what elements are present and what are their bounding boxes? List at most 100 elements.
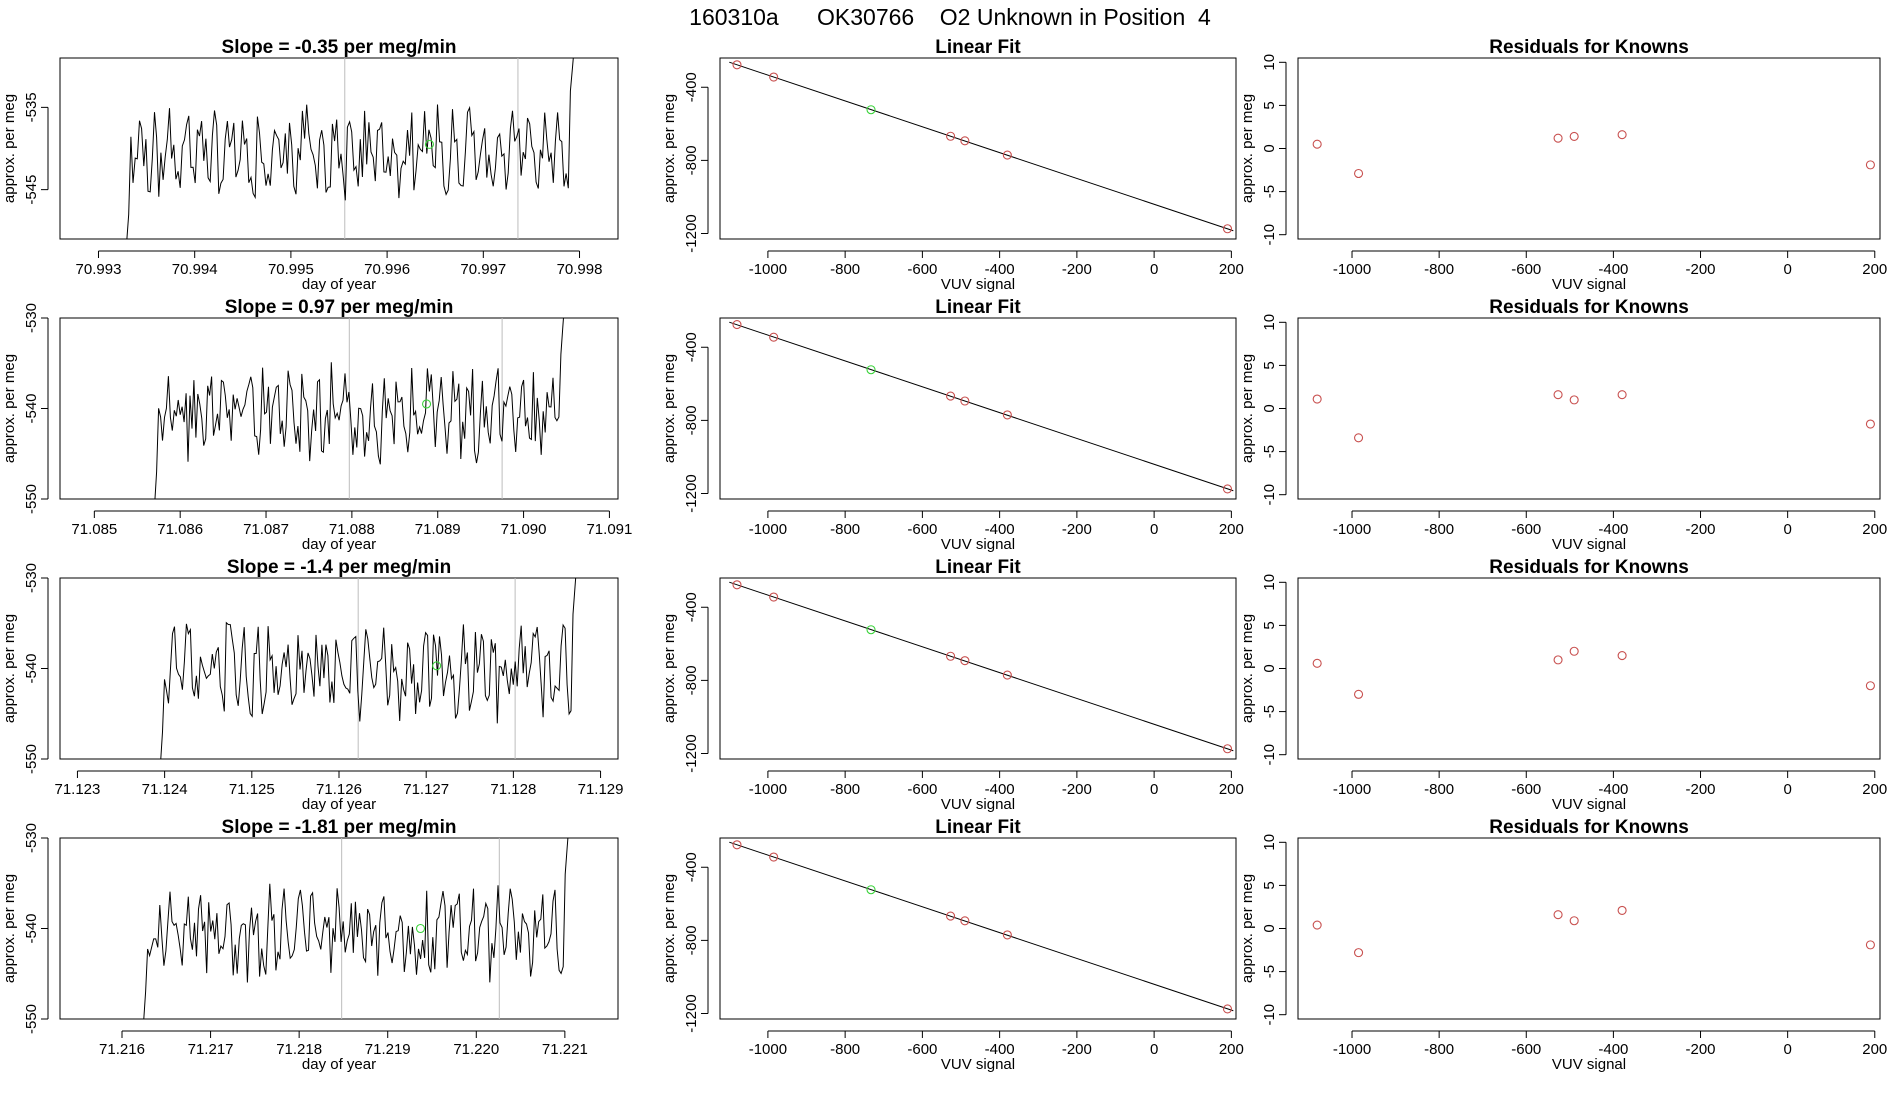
x-tick-label: 71.091: [586, 521, 632, 538]
known-point: [1222, 484, 1233, 494]
panel-slope-row-1: Slope = -0.35 per meg/min 70.993 70.994 70.…: [1, 37, 619, 293]
x-tick-label: 71.124: [142, 781, 188, 798]
panel-title: Slope = 0.97 per meg/min: [225, 297, 454, 318]
residual-point: [1617, 905, 1627, 915]
y-tick-label: -10: [1261, 484, 1278, 506]
x-axis-label: VUV signal: [941, 536, 1015, 553]
known-point: [1002, 930, 1012, 940]
unknown-point: [424, 139, 434, 149]
residual-point: [1865, 160, 1875, 170]
plot-frame: [719, 57, 1237, 240]
y-tick-label: -550: [23, 484, 40, 514]
panel-title: Residuals for Knowns: [1489, 557, 1689, 578]
known-point: [769, 332, 779, 342]
data-trace-line: [160, 578, 577, 759]
x-tick-label: -800: [1424, 1041, 1454, 1058]
x-tick-label: 200: [1219, 1041, 1244, 1058]
y-axis-label: approx. per meg: [1239, 874, 1256, 983]
x-tick-label: -200: [1062, 781, 1092, 798]
unknown-point: [432, 661, 442, 671]
residual-point: [1865, 940, 1875, 950]
x-tick-label: 71.125: [229, 781, 275, 798]
y-tick-label: 10: [1261, 574, 1278, 591]
x-tick-label: 70.993: [76, 261, 122, 278]
x-tick-label: -1000: [749, 781, 787, 798]
plot-area: [1312, 130, 1875, 179]
y-tick-label: -800: [683, 405, 700, 435]
y-tick-label: 0: [1261, 144, 1278, 152]
x-tick-label: -800: [830, 261, 860, 278]
y-tick-label: -10: [1261, 1004, 1278, 1026]
x-tick-label: 0: [1783, 521, 1791, 538]
x-tick-label: 200: [1862, 1041, 1887, 1058]
x-axis-label: day of year: [302, 796, 376, 813]
known-point: [732, 60, 742, 70]
known-point: [732, 320, 742, 330]
residual-point: [1865, 681, 1875, 691]
data-trace-line: [126, 58, 574, 239]
panel-title: Residuals for Knowns: [1489, 817, 1689, 838]
panel-title: Linear Fit: [935, 817, 1021, 838]
x-tick-label: 71.218: [276, 1041, 322, 1058]
unknown-point: [866, 885, 876, 895]
fit-line: [729, 321, 1234, 492]
y-tick-label: -530: [23, 303, 40, 333]
panel-linear-fit-row-2: Linear Fit -1000 -800 -600 -400 -200 0 200 VUV s…: [661, 297, 1244, 553]
panel-linear-fit-row-3: Linear Fit -1000 -800 -600 -400 -200 0 200 VUV s…: [661, 557, 1244, 813]
x-tick-label: 0: [1783, 261, 1791, 278]
panel-residuals-row-2: Residuals for Knowns-1000 -800 -600 -400 -20…: [1239, 297, 1887, 553]
residual-point: [1617, 651, 1627, 661]
x-tick-label: 71.127: [403, 781, 449, 798]
y-tick-label: 10: [1261, 54, 1278, 71]
y-axis-label: approx. per meg: [1, 94, 18, 203]
residual-point: [1617, 130, 1627, 140]
panel-linear-fit-row-1: Linear Fit -1000 -800 -600 -400 -200 0 200 VUV s…: [661, 37, 1244, 293]
y-axis-label: approx. per meg: [661, 874, 678, 983]
y-tick-label: 5: [1261, 881, 1278, 889]
x-tick-label: -600: [1511, 261, 1541, 278]
residual-point: [1569, 395, 1579, 405]
x-tick-label: -800: [1424, 781, 1454, 798]
x-axis-label: day of year: [302, 1056, 376, 1073]
x-tick-label: 200: [1862, 261, 1887, 278]
x-tick-label: 200: [1219, 781, 1244, 798]
residual-point: [1312, 394, 1322, 404]
fit-line: [729, 841, 1234, 1012]
x-tick-label: 71.126: [316, 781, 362, 798]
x-tick-label: -800: [1424, 521, 1454, 538]
panel-title: Slope = -1.81 per meg/min: [222, 817, 457, 838]
x-tick-label: 71.129: [578, 781, 624, 798]
known-point: [946, 911, 956, 921]
x-tick-label: -400: [985, 521, 1015, 538]
panel-title: Residuals for Knowns: [1489, 37, 1689, 58]
x-tick-label: -400: [1598, 521, 1628, 538]
y-tick-label: -400: [683, 332, 700, 362]
x-tick-label: 71.086: [157, 521, 203, 538]
residual-point: [1354, 433, 1364, 443]
x-tick-label: -600: [907, 781, 937, 798]
plot-frame: [1297, 57, 1881, 240]
x-tick-label: 200: [1219, 261, 1244, 278]
y-tick-label: -400: [683, 592, 700, 622]
x-tick-label: -800: [1424, 261, 1454, 278]
panel-grid: Slope = -0.35 per meg/min 70.993 70.994 70.…: [1, 37, 1887, 1073]
y-tick-label: -800: [683, 665, 700, 695]
residual-point: [1312, 139, 1322, 149]
y-tick-label: -10: [1261, 224, 1278, 246]
x-tick-label: -1000: [1333, 781, 1371, 798]
plot-frame: [59, 57, 619, 240]
y-tick-label: -10: [1261, 744, 1278, 766]
panel-title: Slope = -1.4 per meg/min: [227, 557, 451, 578]
x-tick-label: -1000: [1333, 521, 1371, 538]
y-tick-label: -530: [23, 823, 40, 853]
plot-frame: [59, 317, 619, 500]
known-point: [732, 580, 742, 590]
plot-area: [729, 320, 1234, 494]
known-point: [946, 391, 956, 401]
y-axis-label: approx. per meg: [661, 94, 678, 203]
x-tick-label: 71.220: [453, 1041, 499, 1058]
y-tick-label: -540: [23, 393, 40, 423]
x-tick-label: 0: [1150, 261, 1158, 278]
known-point: [960, 136, 970, 146]
